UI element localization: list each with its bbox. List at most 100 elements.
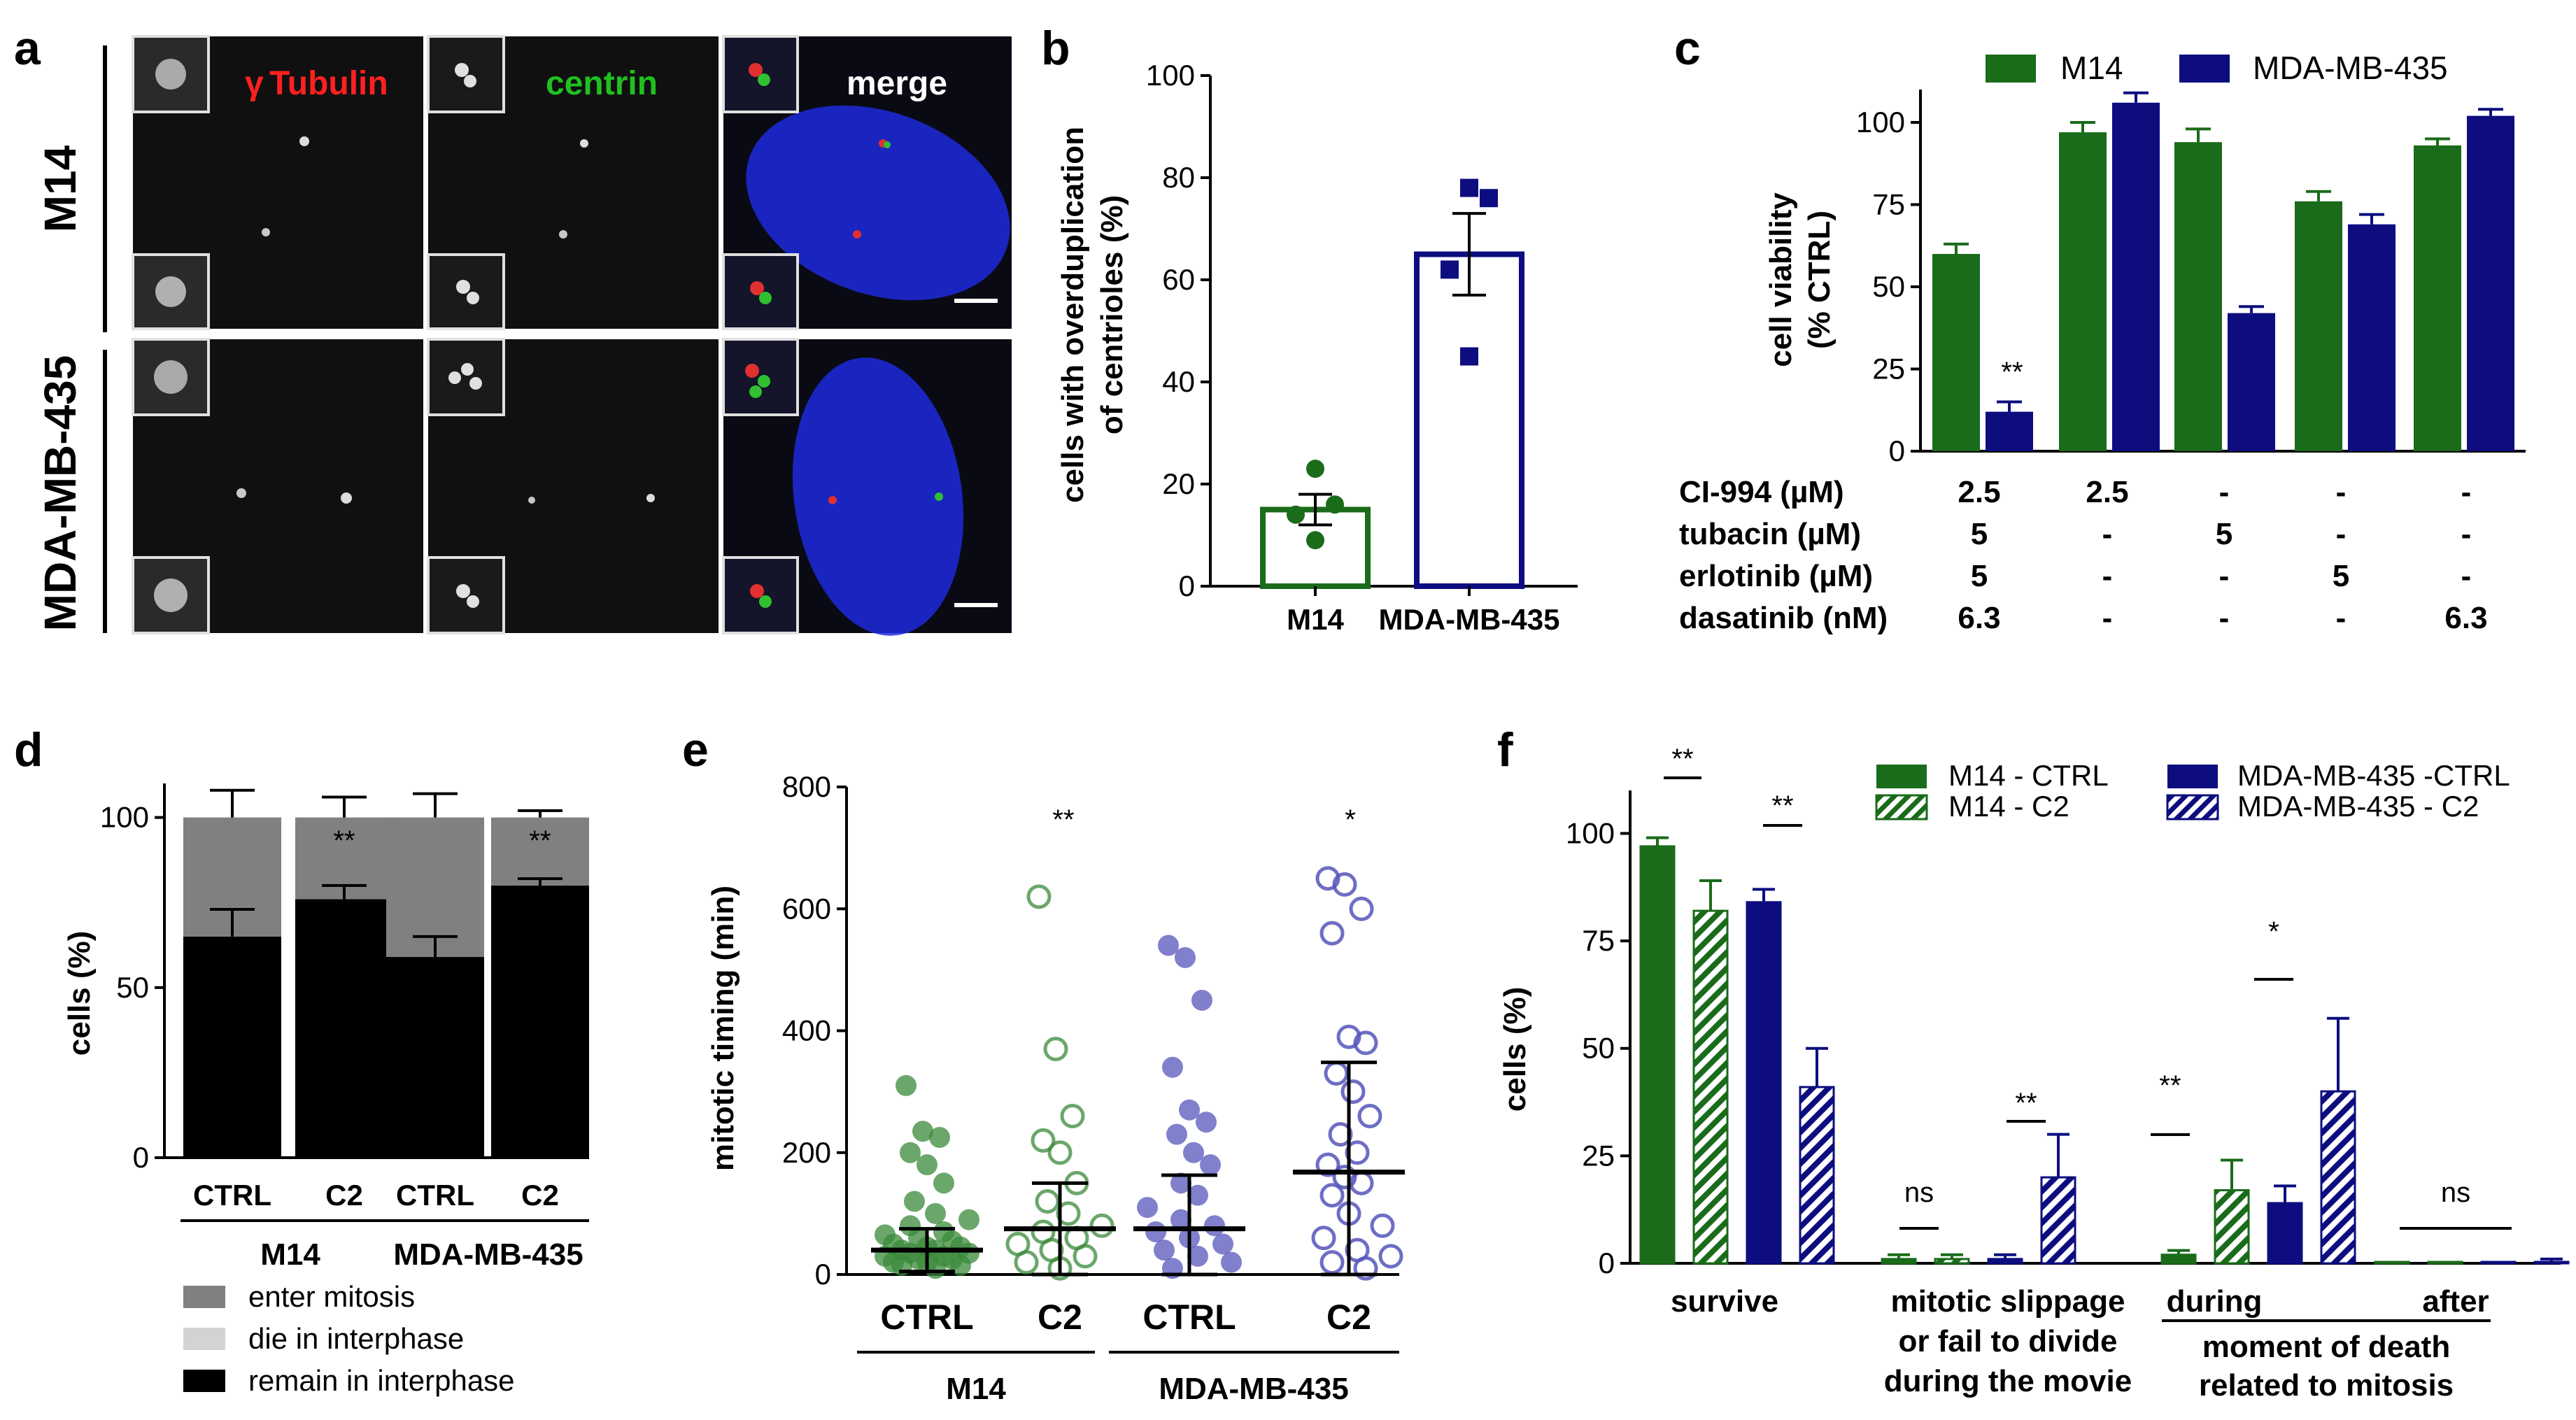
e-point bbox=[1047, 1140, 1073, 1165]
c-y-tick-label: 25 bbox=[1872, 353, 1905, 385]
f-bar bbox=[2480, 1261, 2517, 1265]
f-y-tick-label: 50 bbox=[1582, 1032, 1615, 1065]
c-y-tick-label: 0 bbox=[1889, 434, 1905, 467]
inset-spot bbox=[461, 363, 474, 376]
e-point bbox=[1137, 1197, 1158, 1219]
e-point bbox=[1056, 1201, 1081, 1226]
f-legend-swatch-m14-ctrl bbox=[1876, 765, 1927, 788]
inset-spot bbox=[155, 276, 186, 307]
e-point bbox=[1204, 1215, 1225, 1237]
e-x-tick-label: C2 bbox=[1038, 1298, 1082, 1337]
e-point bbox=[1154, 1240, 1175, 1261]
c-bar bbox=[1986, 411, 2033, 451]
c-bar bbox=[2059, 132, 2107, 451]
c-y-tick-label: 100 bbox=[1856, 106, 1905, 139]
spot bbox=[299, 136, 309, 146]
panel-label-a: a bbox=[14, 22, 41, 75]
f-bar bbox=[1799, 1086, 1835, 1265]
e-point bbox=[1089, 1213, 1114, 1238]
e-y-tick-label: 400 bbox=[782, 1014, 831, 1047]
f-group-line2: related to mitosis bbox=[2199, 1368, 2454, 1403]
e-point bbox=[1212, 1233, 1233, 1255]
c-cond-cell: - bbox=[2219, 601, 2230, 635]
f-ylabel: cells (%) bbox=[1498, 987, 1532, 1112]
c-legend-label-m14: M14 bbox=[2060, 50, 2123, 86]
inset-spot bbox=[749, 63, 763, 77]
b-y-tick-label: 0 bbox=[1179, 569, 1195, 602]
spot bbox=[528, 497, 535, 504]
col-label-centrin: centrin bbox=[546, 65, 658, 102]
c-cond-label: erlotinib (µM) bbox=[1679, 559, 1873, 593]
f-bar bbox=[1639, 845, 1676, 1265]
d-bar-enter bbox=[491, 817, 589, 886]
f-significance: ** bbox=[1671, 744, 1693, 774]
c-y-tick-label: 50 bbox=[1872, 270, 1905, 303]
b-y-tick-label: 80 bbox=[1162, 161, 1195, 194]
c-cond-cell: - bbox=[2219, 475, 2230, 509]
spot bbox=[935, 492, 943, 501]
e-point bbox=[1170, 1172, 1191, 1194]
f-significance: ** bbox=[2015, 1088, 2037, 1119]
inset-spot bbox=[759, 292, 772, 304]
c-bar bbox=[2467, 115, 2514, 451]
c-ylabel-line1: cell viability bbox=[1764, 192, 1798, 367]
f-legend: M14 - CTRL M14 - C2 MDA-MB-435 -CTRL MDA… bbox=[1875, 759, 2510, 823]
b-point bbox=[1460, 178, 1478, 197]
e-point bbox=[1357, 1103, 1382, 1128]
e-group-label-m14: M14 bbox=[946, 1372, 1006, 1406]
e-significance: ** bbox=[1052, 804, 1074, 835]
d-legend-label-enter: enter mitosis bbox=[248, 1280, 415, 1313]
e-point bbox=[1353, 1030, 1378, 1056]
micrograph-grid: γ Tubulin centrin merge bbox=[132, 35, 1012, 636]
f-cat-slippage-line2: or fail to divide bbox=[1899, 1324, 2118, 1358]
e-point bbox=[1345, 1140, 1370, 1165]
inset-spot bbox=[154, 578, 187, 612]
c-cond-cell: - bbox=[2461, 517, 2472, 551]
e-point bbox=[896, 1074, 917, 1096]
f-legend-label-m14-ctrl: M14 - CTRL bbox=[1948, 759, 2109, 792]
c-ylabel-line2: (% CTRL) bbox=[1802, 211, 1837, 349]
spot bbox=[828, 496, 837, 504]
inset-spot bbox=[455, 63, 469, 77]
c-cond-label: CI-994 (µM) bbox=[1679, 475, 1844, 509]
b-point bbox=[1460, 347, 1478, 366]
inset-spot bbox=[469, 377, 482, 390]
d-legend-label-remain: remain in interphase bbox=[248, 1364, 515, 1397]
inset-spot bbox=[759, 595, 772, 608]
f-bar bbox=[2214, 1189, 2250, 1265]
f-bar bbox=[1987, 1258, 2023, 1265]
d-bar-enter bbox=[386, 817, 484, 958]
e-point bbox=[1349, 896, 1374, 921]
spot bbox=[580, 139, 588, 148]
inset-spot bbox=[467, 292, 479, 304]
c-cond-cell: - bbox=[2336, 601, 2347, 635]
f-bar bbox=[2040, 1176, 2076, 1265]
f-bar bbox=[2267, 1202, 2303, 1265]
f-bar bbox=[1934, 1258, 1970, 1265]
inset-spot bbox=[456, 584, 470, 598]
c-legend-swatch-mda bbox=[2179, 55, 2230, 83]
e-x-tick-label: CTRL bbox=[1142, 1298, 1236, 1337]
e-point bbox=[1035, 1188, 1060, 1214]
b-y-tick-label: 40 bbox=[1162, 365, 1195, 398]
panel-label-d: d bbox=[14, 723, 43, 776]
e-point bbox=[900, 1142, 921, 1163]
f-legend-label-m14-c2: M14 - C2 bbox=[1948, 790, 2069, 823]
e-point bbox=[929, 1126, 950, 1148]
e-point bbox=[933, 1172, 954, 1194]
c-cond-cell: - bbox=[2336, 517, 2347, 551]
f-y-tick-label: 0 bbox=[1599, 1247, 1615, 1279]
e-point bbox=[950, 1254, 971, 1276]
c-cond-cell: 5 bbox=[2216, 517, 2232, 551]
e-y-tick-label: 0 bbox=[815, 1258, 831, 1291]
f-legend-swatch-mda-ctrl bbox=[2167, 765, 2218, 788]
c-legend: M14 MDA-MB-435 bbox=[1986, 50, 2448, 86]
e-point bbox=[1175, 946, 1196, 968]
c-cond-cell: - bbox=[2102, 601, 2113, 635]
e-point bbox=[1170, 1209, 1191, 1230]
e-point bbox=[1158, 935, 1179, 956]
c-conditions-table: CI-994 (µM) tubacin (µM) erlotinib (µM) … bbox=[1679, 475, 2488, 635]
d-y-tick-label: 50 bbox=[116, 971, 149, 1004]
d-significance: ** bbox=[529, 902, 551, 933]
